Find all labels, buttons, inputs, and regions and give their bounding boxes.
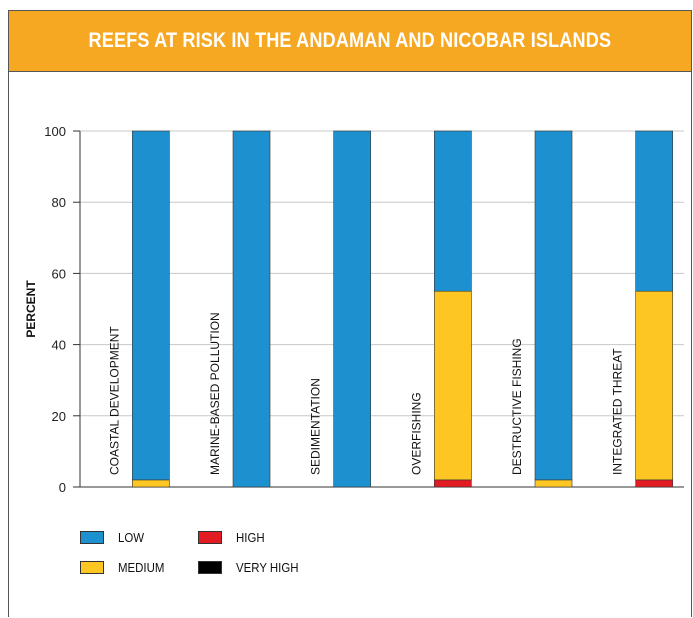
chart-title: REEFS AT RISK IN THE ANDAMAN AND NICOBAR…: [88, 29, 612, 52]
y-tick-label: 40: [52, 338, 66, 353]
legend-item-medium: MEDIUM: [80, 560, 171, 575]
bar-low: [534, 130, 573, 481]
bar-medium: [132, 479, 170, 488]
bar-medium: [434, 290, 472, 481]
legend-label-very-high: VERY HIGH: [236, 560, 299, 575]
y-tick-label: 80: [52, 195, 66, 210]
category-label: SEDIMENTATION: [309, 378, 323, 475]
legend-item-very-high: VERY HIGH: [198, 560, 307, 575]
legend-label-medium: MEDIUM: [118, 560, 165, 575]
y-tick-label: 20: [52, 409, 66, 424]
legend-swatch-low: [80, 531, 104, 544]
bar-medium: [534, 479, 573, 488]
bar-low: [333, 130, 371, 488]
category-label: INTEGRATED THREAT: [611, 348, 625, 475]
bar-medium: [635, 290, 673, 481]
category-label: OVERFISHING: [409, 392, 423, 475]
bar-low: [635, 130, 673, 292]
legend: LOW HIGH MEDIUM VERY HIGH: [80, 530, 380, 590]
category-label: MARINE-BASED POLLUTION: [208, 312, 222, 475]
bar-high: [434, 479, 472, 488]
bar-high: [635, 479, 673, 488]
y-tick-label: 60: [52, 266, 66, 281]
category-label: DESTRUCTIVE FISHING: [510, 338, 524, 475]
y-tick-label: 100: [44, 124, 66, 139]
category-label: COASTAL DEVELOPMENT: [107, 326, 121, 475]
bar-low: [434, 130, 472, 292]
legend-label-high: HIGH: [236, 530, 265, 545]
bar-low: [132, 130, 170, 481]
y-tick-label: 0: [59, 480, 66, 495]
legend-item-low: LOW: [80, 530, 148, 545]
chart-header: REEFS AT RISK IN THE ANDAMAN AND NICOBAR…: [8, 10, 692, 72]
legend-item-high: HIGH: [198, 530, 269, 545]
legend-label-low: LOW: [118, 530, 145, 545]
legend-swatch-high: [198, 531, 222, 544]
legend-swatch-medium: [80, 561, 104, 574]
legend-swatch-very-high: [198, 561, 222, 574]
bar-low: [232, 130, 271, 488]
y-axis-label: PERCENT: [24, 280, 38, 338]
